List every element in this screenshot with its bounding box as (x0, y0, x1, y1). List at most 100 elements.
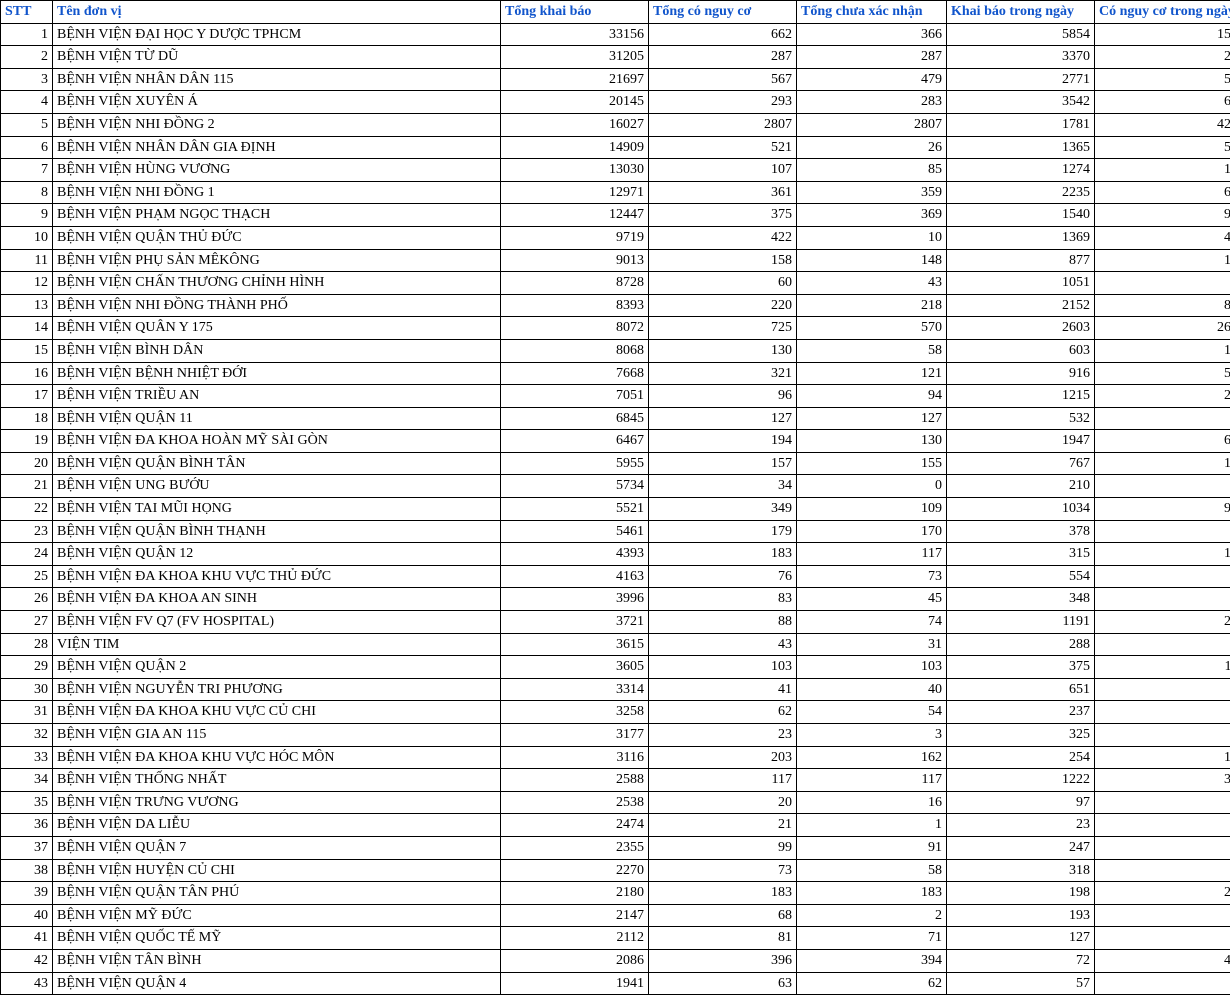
cell-c2: 68 (649, 904, 797, 927)
table-row: 11BỆNH VIỆN PHỤ SẢN MÊKÔNG90131581488771… (1, 249, 1230, 272)
cell-name: BỆNH VIỆN QUÂN Y 175 (53, 317, 501, 340)
cell-c2: 73 (649, 859, 797, 882)
table-row: 28VIỆN TIM361543312884 (1, 633, 1230, 656)
cell-name: BỆNH VIỆN BÌNH DÂN (53, 339, 501, 362)
cell-c1: 3116 (501, 746, 649, 769)
cell-c1: 2180 (501, 882, 649, 905)
table-row: 39BỆNH VIỆN QUẬN TÂN PHÚ218018318319820 (1, 882, 1230, 905)
cell-c3: 394 (797, 949, 947, 972)
cell-c5: 7 (1095, 927, 1230, 950)
cell-c5: 56 (1095, 68, 1230, 91)
cell-c4: 57 (947, 972, 1095, 995)
cell-c5: 43 (1095, 949, 1230, 972)
cell-c4: 2603 (947, 317, 1095, 340)
table-row: 2BỆNH VIỆN TỪ DŨ31205287287337021 (1, 46, 1230, 69)
cell-c2: 521 (649, 136, 797, 159)
cell-c3: 155 (797, 452, 947, 475)
cell-name: BỆNH VIỆN QUẬN 7 (53, 836, 501, 859)
cell-c3: 85 (797, 159, 947, 182)
cell-c5: 14 (1095, 452, 1230, 475)
cell-c3: 73 (797, 565, 947, 588)
cell-c5: 15 (1095, 746, 1230, 769)
cell-c5: 3 (1095, 678, 1230, 701)
cell-c5: 57 (1095, 136, 1230, 159)
col-header-c5: Có nguy cơ trong ngày (1095, 1, 1230, 24)
cell-c4: 767 (947, 452, 1095, 475)
cell-c2: 158 (649, 249, 797, 272)
cell-c5: 3 (1095, 836, 1230, 859)
cell-c1: 2270 (501, 859, 649, 882)
cell-c1: 9013 (501, 249, 649, 272)
table-row: 26BỆNH VIỆN ĐA KHOA AN SINH399683453485 (1, 588, 1230, 611)
cell-c4: 3542 (947, 91, 1095, 114)
cell-c5: 69 (1095, 91, 1230, 114)
cell-c3: 103 (797, 656, 947, 679)
cell-c2: 396 (649, 949, 797, 972)
cell-c3: 62 (797, 972, 947, 995)
cell-c1: 4163 (501, 565, 649, 588)
table-row: 7BỆNH VIỆN HÙNG VƯƠNG1303010785127410 (1, 159, 1230, 182)
table-row: 31BỆNH VIỆN ĐA KHOA KHU VỰC CỦ CHI325862… (1, 701, 1230, 724)
cell-stt: 17 (1, 385, 53, 408)
cell-stt: 23 (1, 520, 53, 543)
cell-c2: 21 (649, 814, 797, 837)
cell-stt: 13 (1, 294, 53, 317)
col-header-c4: Khai báo trong ngày (947, 1, 1095, 24)
table-row: 21BỆNH VIỆN UNG BƯỚU57343402100 (1, 475, 1230, 498)
cell-c5: 57 (1095, 362, 1230, 385)
cell-c4: 1051 (947, 272, 1095, 295)
table-row: 23BỆNH VIỆN QUẬN BÌNH THẠNH5461179170378… (1, 520, 1230, 543)
cell-c5: 0 (1095, 475, 1230, 498)
cell-c1: 2474 (501, 814, 649, 837)
cell-c4: 237 (947, 701, 1095, 724)
cell-c2: 157 (649, 452, 797, 475)
cell-stt: 28 (1, 633, 53, 656)
cell-c4: 916 (947, 362, 1095, 385)
col-header-c2: Tổng có nguy cơ (649, 1, 797, 24)
cell-c2: 103 (649, 656, 797, 679)
cell-c5: 66 (1095, 430, 1230, 453)
cell-c5: 11 (1095, 656, 1230, 679)
cell-c5: 10 (1095, 159, 1230, 182)
cell-c4: 348 (947, 588, 1095, 611)
table-row: 13BỆNH VIỆN NHI ĐỒNG THÀNH PHỐ8393220218… (1, 294, 1230, 317)
cell-c4: 5854 (947, 23, 1095, 46)
col-header-c1: Tổng khai báo (501, 1, 649, 24)
table-row: 1BỆNH VIỆN ĐẠI HỌC Y DƯỢC TPHCM331566623… (1, 23, 1230, 46)
cell-c1: 2086 (501, 949, 649, 972)
cell-c1: 8728 (501, 272, 649, 295)
cell-c1: 8072 (501, 317, 649, 340)
cell-c5: 9 (1095, 904, 1230, 927)
cell-c3: 170 (797, 520, 947, 543)
cell-stt: 3 (1, 68, 53, 91)
cell-c3: 58 (797, 339, 947, 362)
cell-stt: 7 (1, 159, 53, 182)
cell-c1: 2112 (501, 927, 649, 950)
cell-c2: 2807 (649, 113, 797, 136)
cell-c3: 10 (797, 226, 947, 249)
cell-c1: 2588 (501, 769, 649, 792)
cell-c5: 7 (1095, 859, 1230, 882)
cell-c3: 91 (797, 836, 947, 859)
cell-name: BỆNH VIỆN QUẬN TÂN PHÚ (53, 882, 501, 905)
cell-c1: 7668 (501, 362, 649, 385)
cell-c3: 71 (797, 927, 947, 950)
cell-stt: 11 (1, 249, 53, 272)
table-row: 32BỆNH VIỆN GIA AN 11531772333252 (1, 724, 1230, 747)
table-row: 36BỆNH VIỆN DA LIỄU2474211230 (1, 814, 1230, 837)
cell-name: BỆNH VIỆN ĐA KHOA KHU VỰC THỦ ĐỨC (53, 565, 501, 588)
cell-c1: 3615 (501, 633, 649, 656)
cell-name: BỆNH VIỆN TÂN BÌNH (53, 949, 501, 972)
cell-c3: 127 (797, 407, 947, 430)
cell-stt: 12 (1, 272, 53, 295)
table-header: STT Tên đơn vị Tổng khai báo Tổng có ngu… (1, 1, 1230, 24)
cell-stt: 43 (1, 972, 53, 995)
cell-stt: 1 (1, 23, 53, 46)
table-row: 20BỆNH VIỆN QUẬN BÌNH TÂN595515715576714 (1, 452, 1230, 475)
table-row: 40BỆNH VIỆN MỸ ĐỨC21476821939 (1, 904, 1230, 927)
cell-c4: 1781 (947, 113, 1095, 136)
cell-c1: 2147 (501, 904, 649, 927)
cell-c2: 194 (649, 430, 797, 453)
cell-stt: 42 (1, 949, 53, 972)
cell-name: BỆNH VIỆN NHÂN DÂN GIA ĐỊNH (53, 136, 501, 159)
